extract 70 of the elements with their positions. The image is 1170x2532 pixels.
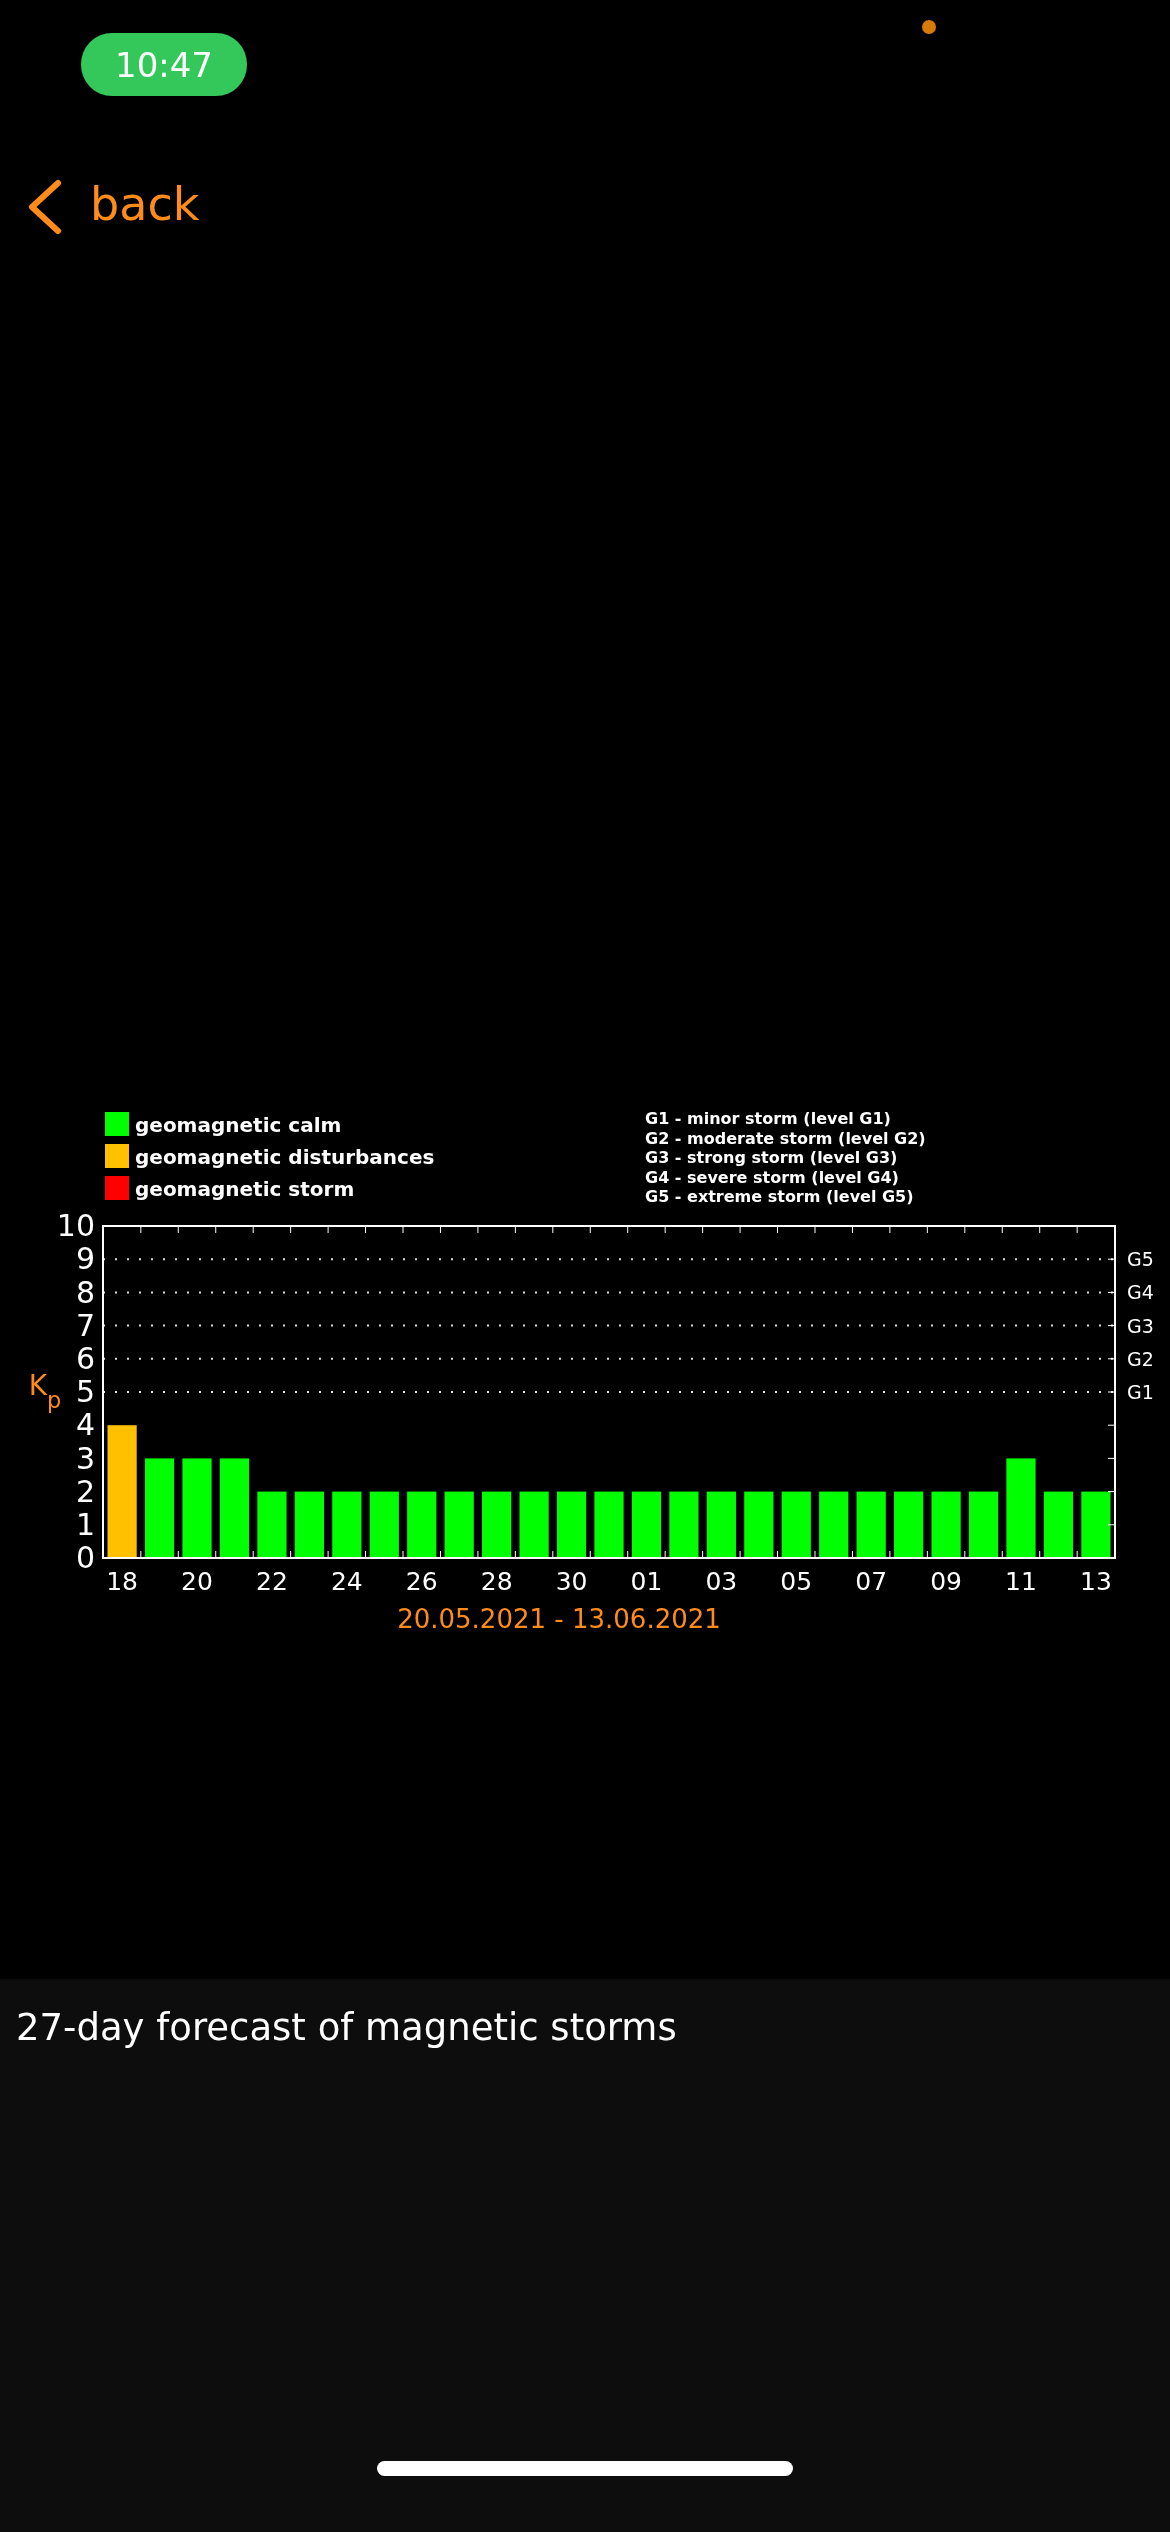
x-tick-label: 01 [630,1566,663,1596]
y-tick-label: 10 [56,1208,95,1244]
x-tick-label: 20 [181,1566,213,1596]
bar [519,1491,549,1558]
bar [294,1491,324,1558]
y-tick-label: 4 [75,1407,95,1443]
bar [1043,1491,1074,1558]
y-tick-label: 5 [75,1374,95,1410]
x-tick-label: 18 [106,1566,139,1596]
y-tick-label: 7 [75,1307,95,1343]
bar [332,1491,362,1558]
bar [482,1491,512,1558]
bar [444,1491,474,1558]
bar [931,1491,961,1558]
bar [369,1491,399,1558]
x-tick-label: 30 [555,1566,588,1596]
x-tick-label: 24 [330,1566,363,1596]
text: G3 - strong storm (level G3) [645,1148,898,1167]
bar [669,1491,699,1558]
text: G1 - minor storm (level G1) [645,1109,891,1128]
x-axis-title: 20.05.2021 - 13.06.2021 [397,1604,721,1634]
bar [744,1491,774,1558]
x-tick-label: 22 [256,1566,288,1596]
bar [144,1458,175,1558]
bar [1081,1491,1111,1558]
bar [107,1425,137,1558]
ref-line-label: G1 [1127,1381,1154,1403]
y-axis-title: K$_{p}$ [28,1369,62,1413]
text: G4 - severe storm (level G4) [645,1167,899,1187]
text: back [90,177,200,231]
legend-label: geomagnetic storm [135,1177,355,1201]
ref-line-label: G5 [1127,1248,1154,1271]
bar [556,1491,587,1558]
legend-label: geomagnetic calm [135,1113,342,1137]
x-tick-label: 11 [1005,1566,1037,1596]
y-tick-label: 6 [75,1340,95,1376]
bar [257,1491,287,1558]
bar [894,1491,924,1558]
y-tick-label: 1 [75,1506,95,1542]
bar [706,1491,736,1558]
y-tick-label: 8 [75,1274,95,1310]
bar [781,1491,811,1558]
text: G5 - extreme storm (level G5) [645,1187,914,1206]
x-tick-label: 26 [405,1566,438,1596]
ref-line-label: G3 [1127,1314,1154,1337]
bar [1006,1458,1036,1558]
bar [819,1491,849,1558]
x-tick-label: 28 [480,1566,513,1596]
ref-line-label: G2 [1127,1347,1154,1370]
text: 10:47 [115,45,213,85]
y-tick-label: 9 [75,1241,95,1277]
x-tick-label: 03 [705,1566,738,1596]
bar [856,1491,886,1558]
y-tick-label: 0 [75,1540,95,1576]
y-tick-label: 2 [75,1473,95,1509]
bar [631,1491,662,1558]
bar [219,1458,250,1558]
text: 27-day forecast of magnetic storms [16,2006,677,2049]
x-tick-label: 07 [855,1566,888,1596]
ref-line-label: G4 [1127,1281,1154,1304]
y-tick-label: 3 [75,1440,95,1476]
x-tick-label: 05 [780,1566,813,1596]
bar [968,1491,999,1558]
text: G2 - moderate storm (level G2) [645,1128,926,1148]
legend-label: geomagnetic disturbances [135,1145,435,1169]
x-tick-label: 09 [930,1566,962,1596]
bar [182,1458,212,1558]
bar [594,1491,624,1558]
x-tick-label: 13 [1079,1566,1112,1596]
bar [407,1491,437,1558]
